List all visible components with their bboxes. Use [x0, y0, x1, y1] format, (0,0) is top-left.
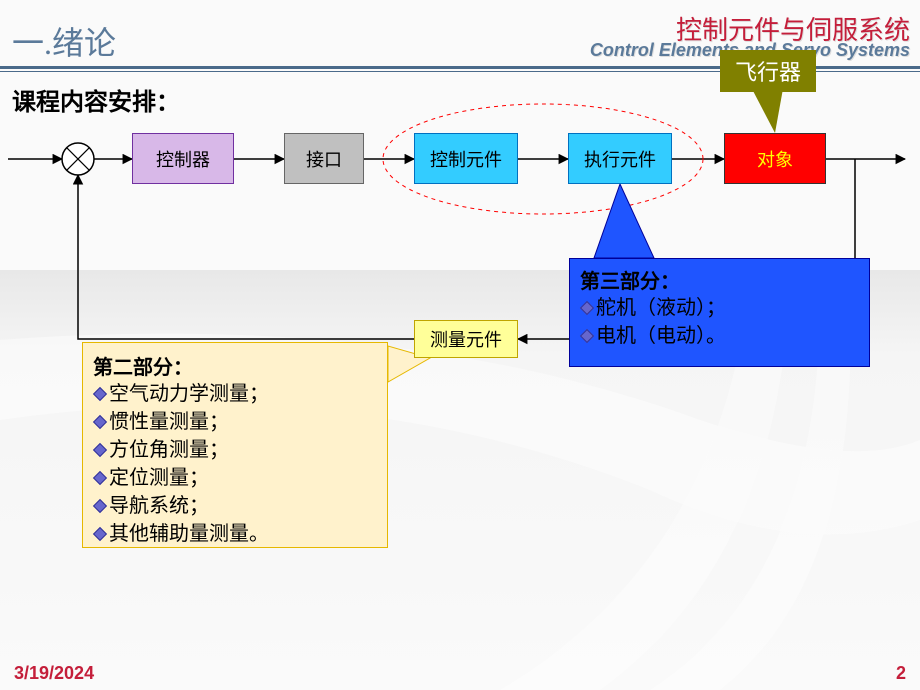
- aircraft-tag: 飞行器: [720, 50, 816, 92]
- block-controller: 控制器: [132, 133, 234, 184]
- section-subtitle: 课程内容安排：: [12, 82, 180, 117]
- part3-item-text: 电机（电动）。: [596, 322, 726, 350]
- part2-item-text: 导航系统；: [109, 492, 209, 520]
- diamond-bullet-icon: [93, 499, 107, 513]
- part3-item-1: 电机（电动）。: [580, 322, 859, 350]
- diamond-bullet-icon: [580, 329, 594, 343]
- part2-item-text: 惯性量测量；: [109, 408, 229, 436]
- diamond-bullet-icon: [93, 471, 107, 485]
- part2-item-5: 其他辅助量测量。: [93, 520, 377, 548]
- diamond-bullet-icon: [93, 443, 107, 457]
- part2-callout: 第二部分：空气动力学测量；惯性量测量；方位角测量；定位测量；导航系统；其他辅助量…: [82, 342, 388, 548]
- block-exec_elem: 执行元件: [568, 133, 672, 184]
- part2-title: 第二部分：: [93, 351, 377, 380]
- part2-item-2: 方位角测量；: [93, 436, 377, 464]
- diamond-bullet-icon: [580, 301, 594, 315]
- part2-item-4: 导航系统；: [93, 492, 377, 520]
- part2-item-text: 空气动力学测量；: [109, 380, 269, 408]
- block-target: 对象: [724, 133, 826, 184]
- block-interface: 接口: [284, 133, 364, 184]
- part2-item-text: 定位测量；: [109, 464, 209, 492]
- block-measure: 测量元件: [414, 320, 518, 358]
- diamond-bullet-icon: [93, 527, 107, 541]
- diamond-bullet-icon: [93, 387, 107, 401]
- part3-callout: 第三部分：舵机（液动）；电机（电动）。: [569, 258, 870, 367]
- part2-item-0: 空气动力学测量；: [93, 380, 377, 408]
- part3-item-text: 舵机（液动）；: [596, 294, 726, 322]
- part3-title: 第三部分：: [580, 265, 859, 294]
- diamond-bullet-icon: [93, 415, 107, 429]
- part2-item-text: 其他辅助量测量。: [109, 520, 269, 548]
- part2-item-3: 定位测量；: [93, 464, 377, 492]
- part2-item-text: 方位角测量；: [109, 436, 229, 464]
- part3-item-0: 舵机（液动）；: [580, 294, 859, 322]
- part2-item-1: 惯性量测量；: [93, 408, 377, 436]
- block-ctrl_elem: 控制元件: [414, 133, 518, 184]
